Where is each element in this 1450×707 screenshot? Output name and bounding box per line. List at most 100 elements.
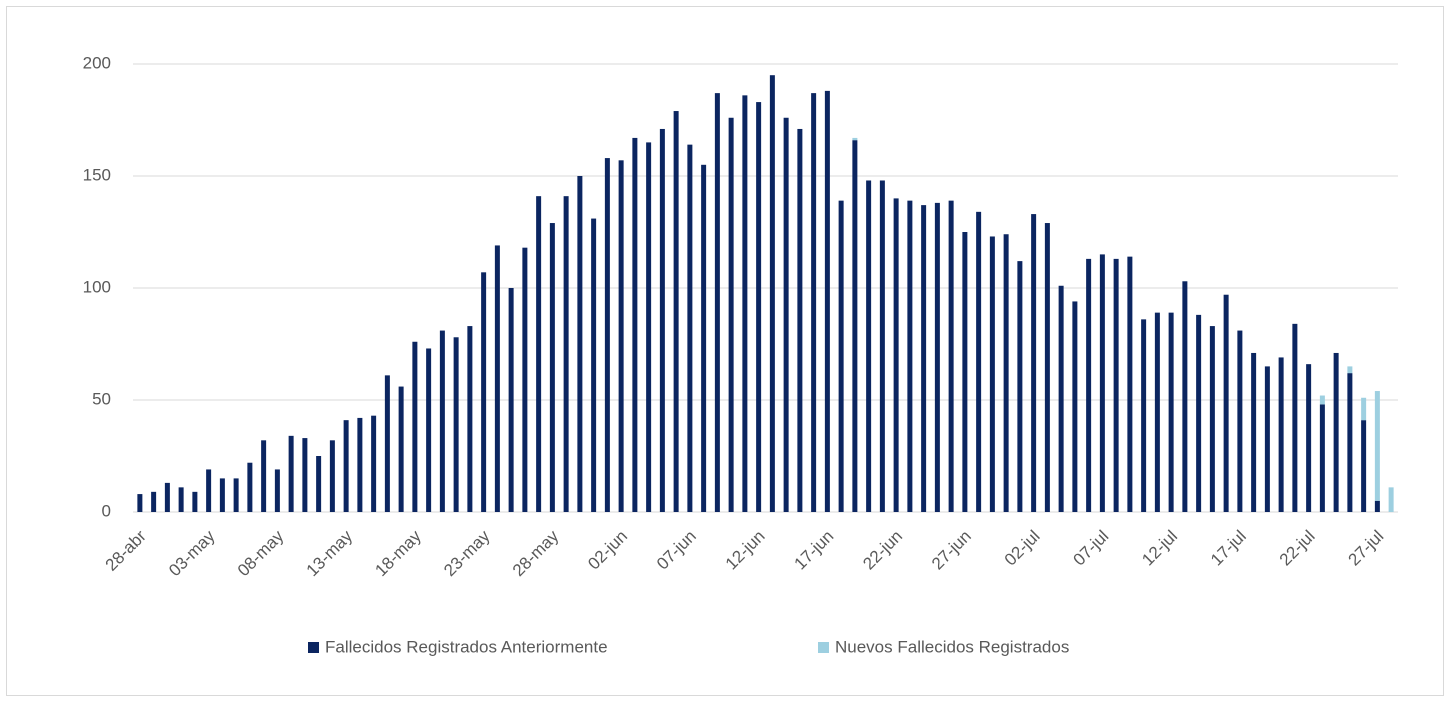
bar <box>1347 366 1353 374</box>
bar <box>1003 234 1009 513</box>
bar <box>673 111 679 512</box>
bar <box>1127 256 1133 512</box>
bar <box>1058 285 1064 512</box>
bar <box>426 348 432 512</box>
y-tick-label: 50 <box>92 389 111 408</box>
y-tick-label: 200 <box>83 53 111 72</box>
bar <box>467 326 473 512</box>
bar <box>1319 404 1325 512</box>
bar <box>481 272 487 512</box>
bar <box>811 93 817 513</box>
bar <box>934 202 940 512</box>
bar <box>1141 319 1147 512</box>
bar <box>384 375 390 512</box>
bar <box>714 93 720 513</box>
bar <box>728 117 734 512</box>
bar <box>522 247 528 512</box>
bar <box>604 158 610 512</box>
bar <box>866 180 872 513</box>
bar <box>797 128 803 512</box>
bar <box>1209 326 1215 512</box>
bar <box>1237 330 1243 512</box>
bar <box>1044 223 1050 513</box>
bar <box>618 160 624 512</box>
bar <box>343 420 349 512</box>
y-tick-label: 150 <box>83 165 111 184</box>
bar <box>233 478 239 512</box>
bar <box>948 200 954 512</box>
bar <box>219 478 225 512</box>
bar <box>274 469 280 512</box>
bar <box>769 75 775 512</box>
bar <box>976 211 982 512</box>
bar <box>1306 364 1312 512</box>
bar <box>1292 323 1298 512</box>
bar <box>1388 487 1394 512</box>
bar <box>536 196 542 512</box>
bar <box>1264 366 1270 512</box>
legend-swatch <box>818 642 829 653</box>
bar <box>1361 397 1367 421</box>
bar <box>1113 258 1119 512</box>
bar <box>989 236 995 513</box>
bar <box>206 469 212 512</box>
bar <box>137 494 143 512</box>
bar <box>1278 357 1284 512</box>
bar <box>439 330 445 512</box>
bar <box>824 90 830 512</box>
bar <box>852 140 858 512</box>
bar <box>632 137 638 513</box>
bar <box>783 117 789 512</box>
bar <box>838 200 844 512</box>
bar <box>1086 258 1092 512</box>
bar <box>178 487 184 512</box>
bar <box>316 456 322 512</box>
bar <box>1319 395 1325 405</box>
bar <box>247 462 253 512</box>
y-tick-label: 100 <box>83 277 111 296</box>
bar <box>1223 294 1229 512</box>
bar <box>1154 312 1160 512</box>
chart-border <box>6 6 1444 696</box>
bar <box>1196 314 1202 512</box>
bar <box>1374 500 1380 512</box>
legend-swatch <box>308 642 319 653</box>
bar <box>756 102 762 512</box>
bar <box>1333 352 1339 512</box>
bar <box>261 440 267 512</box>
bar <box>1251 352 1257 512</box>
bar <box>563 196 569 512</box>
bar <box>398 386 404 512</box>
bar <box>412 341 418 512</box>
bar <box>893 198 899 512</box>
bar <box>302 438 308 512</box>
bar <box>357 417 363 512</box>
bar <box>659 128 665 512</box>
bar <box>1017 261 1023 512</box>
bar <box>371 415 377 512</box>
bar <box>288 435 294 512</box>
bar <box>1072 301 1078 512</box>
bar <box>646 142 652 512</box>
bar <box>1374 391 1380 501</box>
legend-label: Fallecidos Registrados Anteriormente <box>325 637 608 656</box>
bar <box>687 144 693 512</box>
bar <box>192 491 198 512</box>
bar <box>329 440 335 512</box>
legend-label: Nuevos Fallecidos Registrados <box>835 637 1069 656</box>
bar <box>1347 373 1353 512</box>
bar <box>1361 420 1367 512</box>
bar <box>852 137 858 141</box>
bar <box>453 337 459 512</box>
bar <box>921 205 927 512</box>
bar <box>1168 312 1174 512</box>
y-tick-label: 0 <box>102 501 111 520</box>
bar <box>508 288 514 512</box>
bar <box>549 223 555 513</box>
bar <box>1099 254 1105 512</box>
bar <box>907 200 913 512</box>
bar <box>742 95 748 513</box>
bar <box>1031 214 1037 512</box>
bar <box>494 245 500 512</box>
